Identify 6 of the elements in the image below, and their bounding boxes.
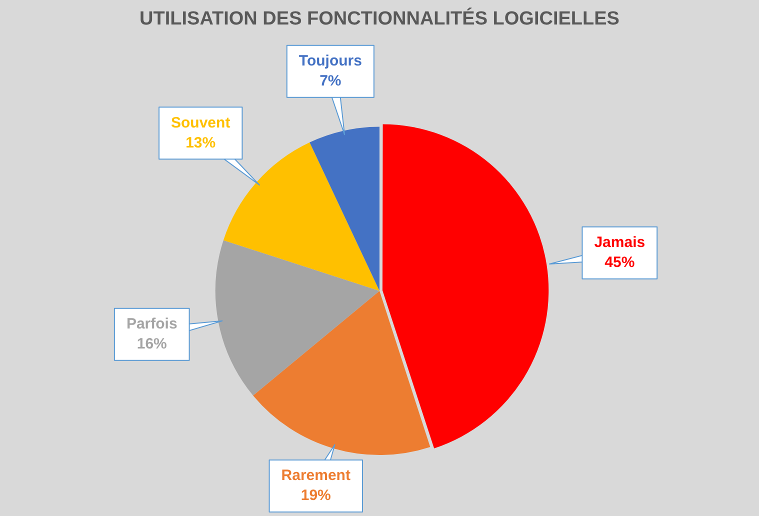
- data-label: 16%: [136, 335, 167, 352]
- slice-label: Souvent: [171, 114, 230, 132]
- chart-title: UTILISATION DES FONCTIONNALITÉS LOGICIELLES: [140, 8, 620, 30]
- slice-label: Jamais: [594, 234, 646, 252]
- slice-label: Toujours: [298, 52, 362, 70]
- data-label: 19%: [300, 487, 331, 504]
